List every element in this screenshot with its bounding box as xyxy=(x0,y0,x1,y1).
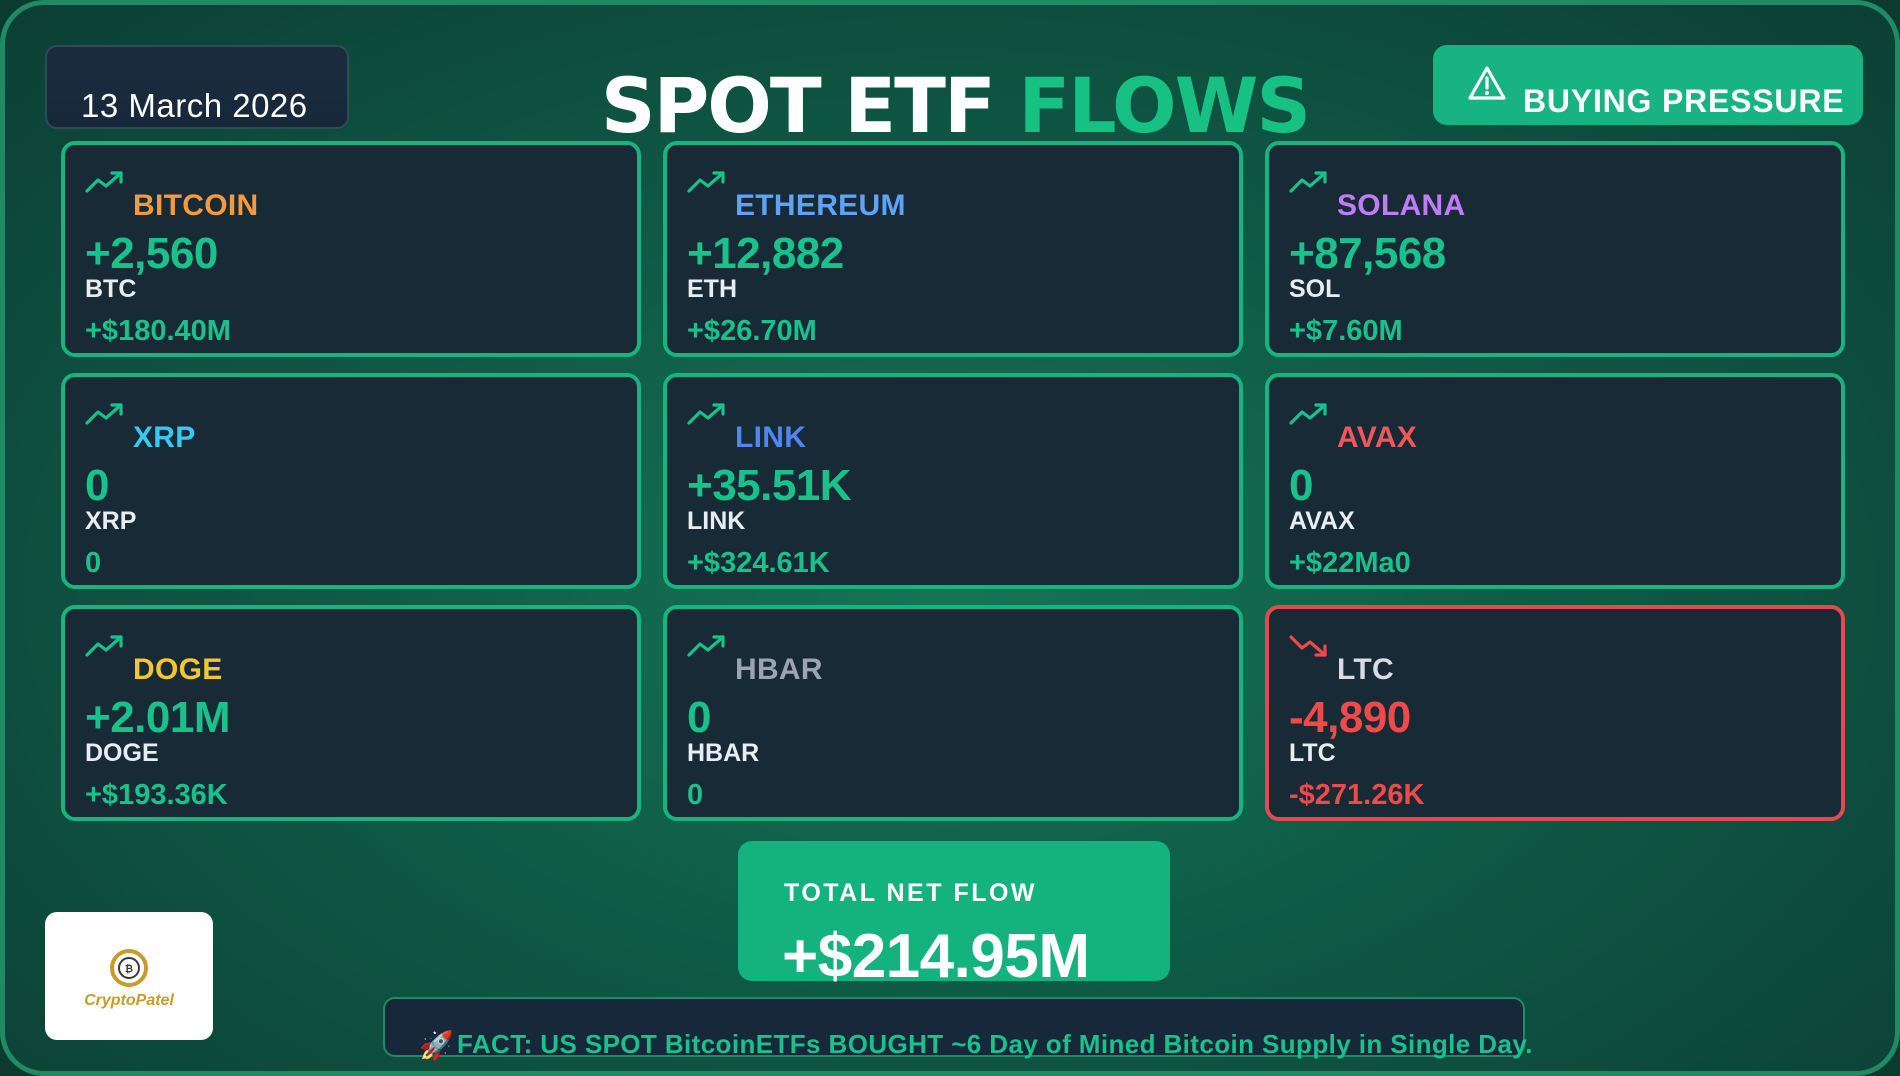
card-solana: SOLANA +87,568 SOL +$7.60M xyxy=(1265,141,1845,357)
trend-up-icon xyxy=(687,171,725,193)
trend-up-icon xyxy=(1289,403,1327,425)
flow-amount: 0 xyxy=(1289,461,1313,510)
brand-logo-text: CryptoPatel xyxy=(84,992,174,1009)
crypto-patel-logo-icon: ₿ xyxy=(110,949,148,987)
flow-usd: +$22Ma0 xyxy=(1289,547,1411,579)
asset-name: BITCOIN xyxy=(133,189,259,222)
flow-usd: +$193.36K xyxy=(85,779,228,811)
asset-ticker: SOL xyxy=(1289,275,1341,303)
trend-up-icon xyxy=(687,403,725,425)
card-ltc: LTC -4,890 LTC -$271.26K xyxy=(1265,605,1845,821)
title-part-white: SPOT ETF xyxy=(600,61,996,150)
rocket-icon: 🚀 xyxy=(419,1030,454,1061)
card-link: LINK +35.51K LINK +$324.61K xyxy=(663,373,1243,589)
flow-usd: -$271.26K xyxy=(1289,779,1425,811)
date-box: 13 March 2026 xyxy=(45,45,349,129)
total-net-flow-value: +$214.95M xyxy=(782,922,1090,991)
asset-name: HBAR xyxy=(735,653,823,686)
total-net-flow-box: TOTAL NET FLOW +$214.95M xyxy=(738,841,1170,991)
asset-ticker: ETH xyxy=(687,275,737,303)
buying-pressure-label: BUYING PRESSURE xyxy=(1523,83,1845,119)
trend-up-icon xyxy=(1289,171,1327,193)
flow-usd: 0 xyxy=(687,779,704,811)
asset-ticker: DOGE xyxy=(85,739,159,767)
card-bitcoin: BITCOIN +2,560 BTC +$180.40M xyxy=(61,141,641,357)
date-text: 13 March 2026 xyxy=(81,87,308,124)
flow-usd: 0 xyxy=(85,547,102,579)
flow-amount: +35.51K xyxy=(687,461,852,510)
flow-amount: 0 xyxy=(687,693,711,742)
asset-name: XRP xyxy=(133,421,196,454)
flow-amount: +2,560 xyxy=(85,229,218,278)
trend-up-icon xyxy=(85,635,123,657)
asset-name: SOLANA xyxy=(1337,189,1466,222)
trend-down-icon xyxy=(1289,635,1327,657)
flow-amount: +87,568 xyxy=(1289,229,1446,278)
trend-up-icon xyxy=(85,171,123,193)
asset-ticker: LINK xyxy=(687,507,746,535)
buying-pressure-badge: BUYING PRESSURE xyxy=(1433,45,1863,125)
asset-name: LTC xyxy=(1337,653,1394,686)
asset-name: AVAX xyxy=(1337,421,1418,454)
trend-up-icon xyxy=(85,403,123,425)
title-part-green: FLOWS xyxy=(1018,61,1311,150)
asset-name: LINK xyxy=(735,421,807,454)
flow-usd: +$324.61K xyxy=(687,547,830,579)
card-hbar: HBAR 0 HBAR 0 xyxy=(663,605,1243,821)
card-avax: AVAX 0 AVAX +$22Ma0 xyxy=(1265,373,1845,589)
flow-amount: +12,882 xyxy=(687,229,844,278)
asset-ticker: BTC xyxy=(85,275,137,303)
flow-amount: 0 xyxy=(85,461,109,510)
asset-ticker: XRP xyxy=(85,507,137,535)
trend-up-icon xyxy=(687,635,725,657)
card-xrp: XRP 0 XRP 0 xyxy=(61,373,641,589)
flow-usd: +$7.60M xyxy=(1289,315,1403,347)
svg-text:₿: ₿ xyxy=(125,963,133,975)
asset-name: DOGE xyxy=(133,653,223,686)
asset-ticker: AVAX xyxy=(1289,507,1355,535)
fact-text: FACT: US SPOT BitcoinETFs BOUGHT ~6 Day … xyxy=(457,1029,1533,1059)
flow-amount: +2.01M xyxy=(85,693,230,742)
asset-ticker: LTC xyxy=(1289,739,1336,767)
page-title: SPOT ETF FLOWS xyxy=(5,61,1895,150)
brand-logo: ₿ CryptoPatel xyxy=(45,912,213,1040)
flow-amount: -4,890 xyxy=(1289,693,1411,742)
card-doge: DOGE +2.01M DOGE +$193.36K xyxy=(61,605,641,821)
warning-triangle-icon xyxy=(1468,66,1506,100)
asset-name: ETHEREUM xyxy=(735,189,906,222)
card-ethereum: ETHEREUM +12,882 ETH +$26.70M xyxy=(663,141,1243,357)
flow-usd: +$180.40M xyxy=(85,315,231,347)
asset-ticker: HBAR xyxy=(687,739,760,767)
fact-bar: 🚀 FACT: US SPOT BitcoinETFs BOUGHT ~6 Da… xyxy=(383,997,1532,1061)
flow-usd: +$26.70M xyxy=(687,315,817,347)
total-net-flow-label: TOTAL NET FLOW xyxy=(784,879,1038,907)
